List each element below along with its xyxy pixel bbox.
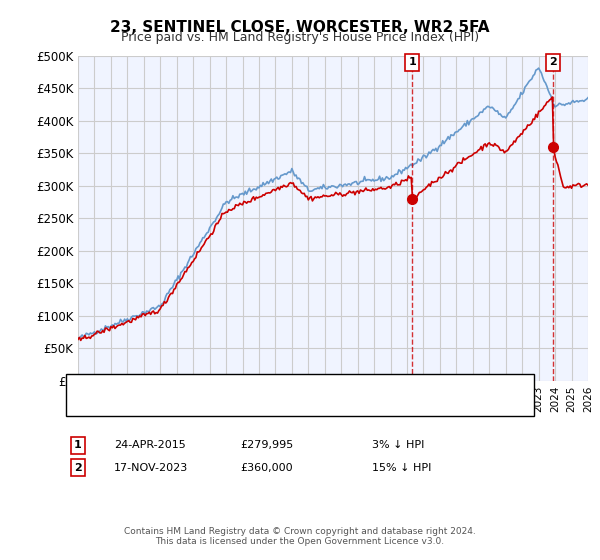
Text: 2: 2	[549, 57, 557, 67]
Text: 2: 2	[74, 463, 82, 473]
Text: 3% ↓ HPI: 3% ↓ HPI	[372, 440, 424, 450]
Text: HPI: Average price, detached house, Worcester: HPI: Average price, detached house, Worc…	[129, 397, 374, 407]
Text: £360,000: £360,000	[240, 463, 293, 473]
Text: Contains HM Land Registry data © Crown copyright and database right 2024.
This d: Contains HM Land Registry data © Crown c…	[124, 526, 476, 546]
Text: 23, SENTINEL CLOSE, WORCESTER, WR2 5FA (detached house): 23, SENTINEL CLOSE, WORCESTER, WR2 5FA (…	[129, 383, 456, 393]
Text: 1: 1	[74, 440, 82, 450]
Text: £279,995: £279,995	[240, 440, 293, 450]
Text: 15% ↓ HPI: 15% ↓ HPI	[372, 463, 431, 473]
Text: 17-NOV-2023: 17-NOV-2023	[114, 463, 188, 473]
Text: 24-APR-2015: 24-APR-2015	[114, 440, 186, 450]
Text: 23, SENTINEL CLOSE, WORCESTER, WR2 5FA: 23, SENTINEL CLOSE, WORCESTER, WR2 5FA	[110, 20, 490, 35]
Text: 1: 1	[408, 57, 416, 67]
Text: Price paid vs. HM Land Registry's House Price Index (HPI): Price paid vs. HM Land Registry's House …	[121, 31, 479, 44]
